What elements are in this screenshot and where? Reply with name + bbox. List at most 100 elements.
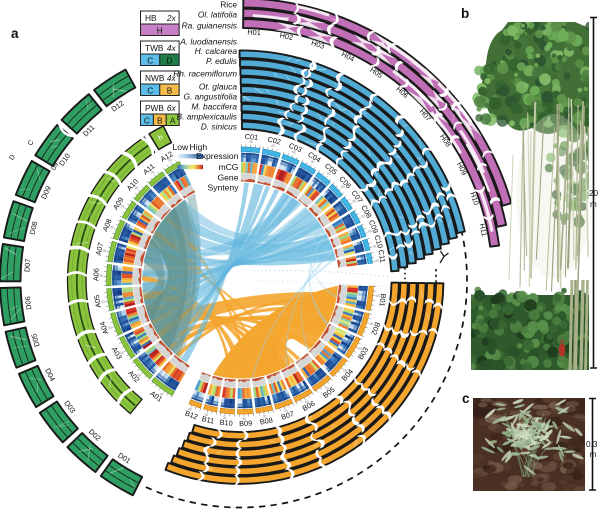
svg-text:00: 00 <box>151 171 155 175</box>
svg-text:00: 00 <box>361 215 365 219</box>
svg-text:b: b <box>461 6 469 21</box>
svg-text:00: 00 <box>120 351 124 355</box>
svg-text:C11: C11 <box>376 249 387 263</box>
svg-text:C: C <box>144 115 150 125</box>
svg-text:A10: A10 <box>125 177 140 193</box>
svg-text:00: 00 <box>325 386 329 390</box>
svg-text:A01: A01 <box>148 389 164 404</box>
svg-text:D: D <box>167 55 173 65</box>
svg-text:A06: A06 <box>91 268 101 281</box>
svg-text:A09: A09 <box>111 196 126 212</box>
svg-text:Rh. racemiflorum: Rh. racemiflorum <box>173 69 237 79</box>
svg-text:6x: 6x <box>167 103 177 113</box>
svg-text:Ot. glauca: Ot. glauca <box>199 82 238 92</box>
svg-text:00: 00 <box>373 245 377 249</box>
svg-text:0.3: 0.3 <box>586 440 598 449</box>
svg-text:Gene: Gene <box>217 172 238 182</box>
svg-text:00: 00 <box>292 151 296 155</box>
svg-text:H10: H10 <box>468 191 481 207</box>
svg-text:Expression: Expression <box>196 151 239 161</box>
svg-text:B02: B02 <box>369 321 382 336</box>
svg-text:B. amplexicaulis: B. amplexicaulis <box>176 111 237 121</box>
svg-text:00: 00 <box>327 172 331 176</box>
svg-text:00: 00 <box>305 400 309 404</box>
svg-text:4x: 4x <box>167 73 177 83</box>
svg-text:4x: 4x <box>167 43 177 53</box>
svg-text:C: C <box>147 85 153 95</box>
svg-text:00: 00 <box>168 159 172 163</box>
svg-text:H. calcarea: H. calcarea <box>195 46 238 56</box>
svg-text:00: 00 <box>188 408 192 412</box>
svg-text:m: m <box>590 450 597 459</box>
svg-text:A08: A08 <box>100 217 113 232</box>
svg-text:D08: D08 <box>27 220 39 235</box>
svg-text:G. angustifolia: G. angustifolia <box>183 91 237 101</box>
svg-text:00: 00 <box>343 369 347 373</box>
svg-text:mCG: mCG <box>218 162 238 172</box>
svg-text:00: 00 <box>135 186 139 190</box>
svg-text:00: 00 <box>121 204 125 208</box>
svg-text:00: 00 <box>376 259 380 263</box>
svg-text:A04: A04 <box>98 320 111 335</box>
svg-text:00: 00 <box>272 144 276 148</box>
svg-text:NWB: NWB <box>145 73 165 83</box>
svg-text:Low: Low <box>173 142 190 152</box>
svg-text:00: 00 <box>368 230 372 234</box>
svg-text:H: H <box>157 25 163 35</box>
svg-text:D05: D05 <box>29 332 41 347</box>
svg-text:Rice: Rice <box>220 0 237 10</box>
svg-text:C01: C01 <box>244 132 258 142</box>
svg-text:TWB: TWB <box>145 43 164 53</box>
svg-text:C10: C10 <box>373 234 385 249</box>
svg-text:B04: B04 <box>340 367 355 383</box>
svg-text:B09: B09 <box>239 419 252 429</box>
svg-text:B05: B05 <box>321 385 337 400</box>
svg-text:A: A <box>170 115 176 125</box>
svg-text:A07: A07 <box>94 242 106 257</box>
svg-text:00: 00 <box>138 374 142 378</box>
svg-text:a: a <box>11 26 19 41</box>
svg-text:00: 00 <box>358 347 362 351</box>
svg-text:00: 00 <box>311 160 315 164</box>
svg-text:B11: B11 <box>201 414 215 426</box>
svg-text:B06: B06 <box>301 399 317 413</box>
svg-text:Synteny: Synteny <box>207 183 239 193</box>
svg-text:00: 00 <box>352 200 356 204</box>
svg-text:A. luodianensis: A. luodianensis <box>179 37 238 47</box>
svg-text:D: D <box>8 154 17 162</box>
svg-text:00: 00 <box>370 322 374 326</box>
svg-text:00: 00 <box>101 300 105 304</box>
svg-text:00: 00 <box>100 274 104 278</box>
svg-text:D06: D06 <box>23 296 33 310</box>
svg-text:m: m <box>590 200 597 209</box>
svg-text:HB: HB <box>145 13 157 23</box>
svg-text:PWB: PWB <box>145 103 164 113</box>
svg-text:H01: H01 <box>247 27 261 37</box>
svg-text:00: 00 <box>263 415 267 419</box>
svg-text:D. sinicus: D. sinicus <box>201 122 238 132</box>
svg-text:H11: H11 <box>478 223 489 237</box>
svg-text:B: B <box>167 85 173 95</box>
svg-text:High: High <box>190 142 208 152</box>
svg-text:00: 00 <box>110 226 114 230</box>
svg-text:h: h <box>156 133 164 143</box>
svg-text:P. edulis: P. edulis <box>206 56 238 66</box>
svg-text:20: 20 <box>589 189 599 198</box>
svg-text:C: C <box>147 55 153 65</box>
svg-text:H03: H03 <box>310 38 326 51</box>
svg-text:00: 00 <box>249 140 253 144</box>
svg-text:A05: A05 <box>92 294 103 308</box>
svg-text:00: 00 <box>108 326 112 330</box>
svg-text:B10: B10 <box>219 418 233 428</box>
svg-text:H02: H02 <box>279 31 294 42</box>
svg-text:00: 00 <box>376 294 380 298</box>
svg-text:c: c <box>462 391 470 406</box>
svg-text:C: C <box>27 139 36 147</box>
svg-text:A02: A02 <box>126 369 141 385</box>
svg-text:00: 00 <box>242 417 246 421</box>
svg-text:00: 00 <box>341 185 345 189</box>
svg-text:M. baccifera: M. baccifera <box>191 102 237 112</box>
svg-text:C02: C02 <box>267 135 282 147</box>
svg-text:00: 00 <box>284 409 288 413</box>
svg-text:B08: B08 <box>259 415 273 426</box>
